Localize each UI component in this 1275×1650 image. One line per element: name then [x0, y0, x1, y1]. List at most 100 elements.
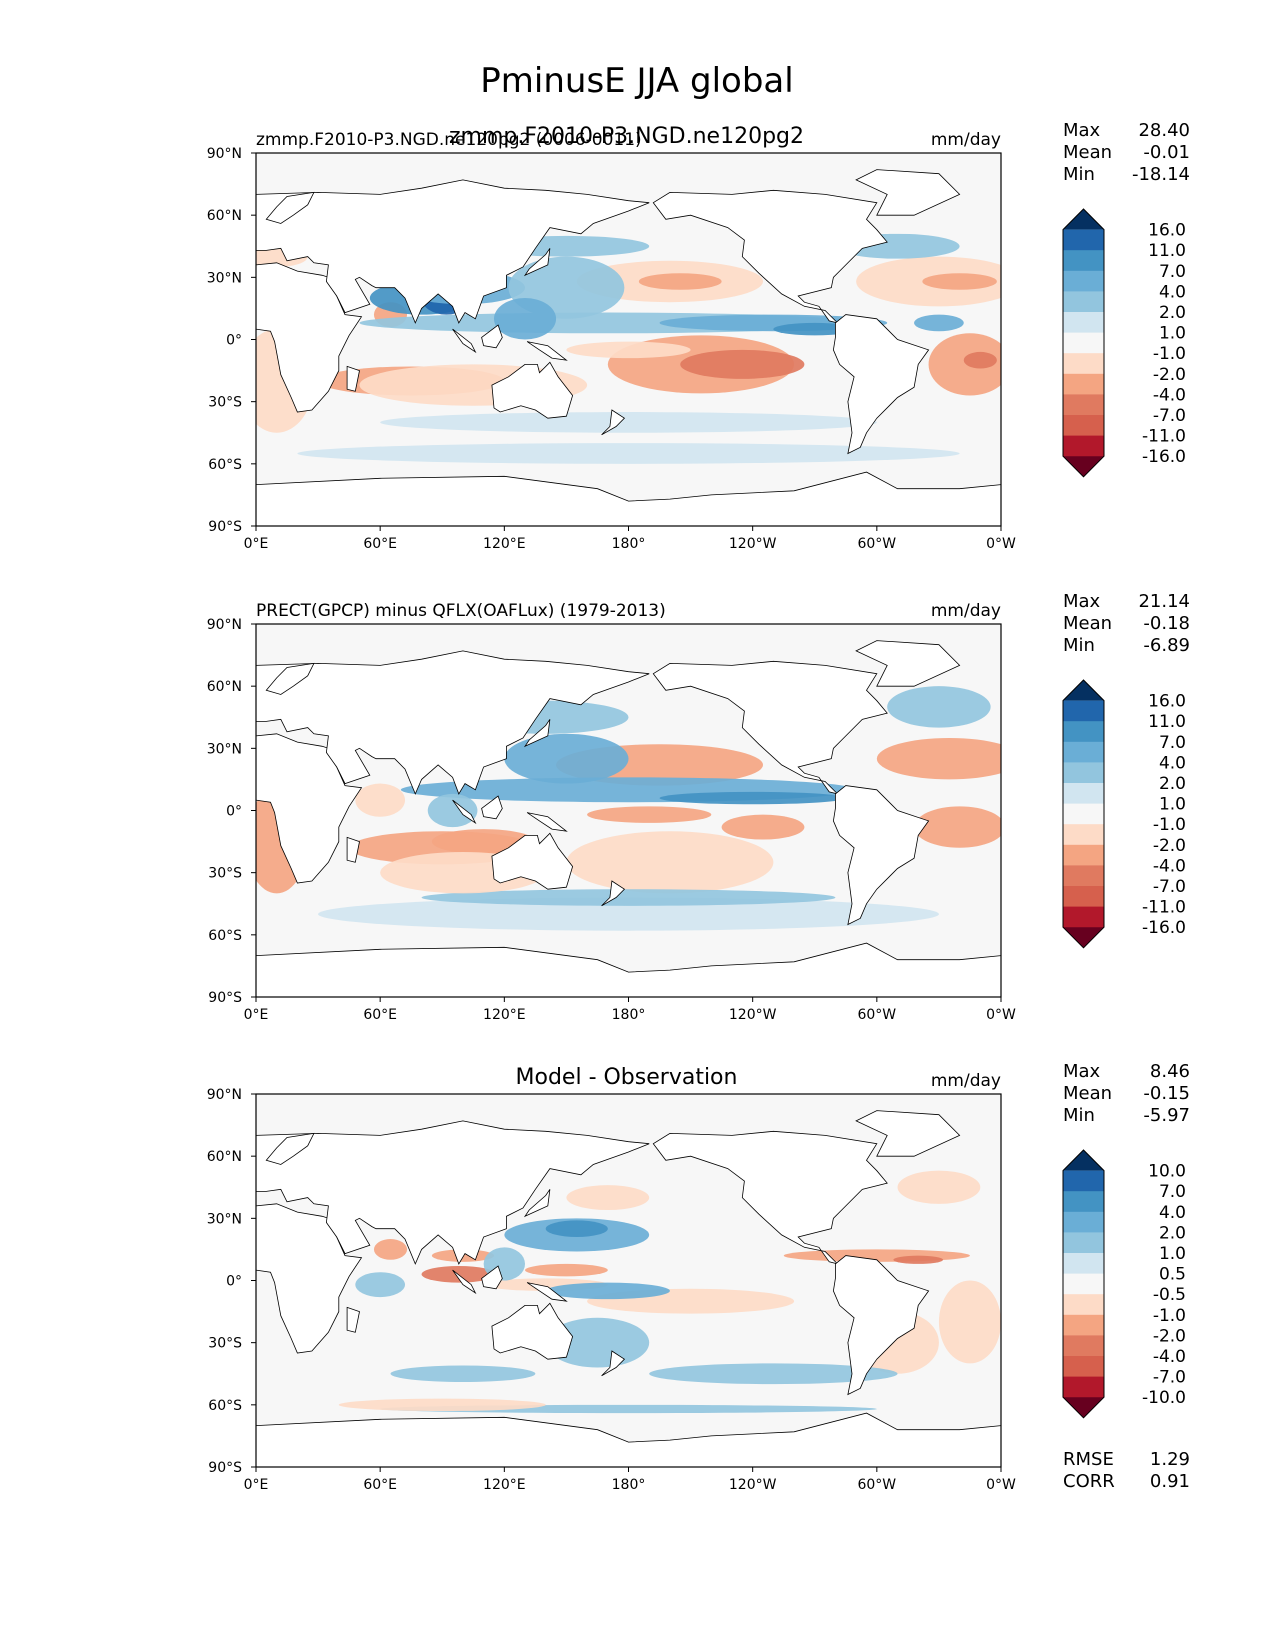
- x-tick-label: 60°E: [363, 1477, 397, 1493]
- colorbar-segment: [1063, 886, 1104, 908]
- stat-value: -18.14: [1132, 164, 1190, 185]
- colorbar-tick-label: 16.0: [1148, 692, 1186, 712]
- y-tick-label: 60°N: [207, 679, 242, 695]
- colorbar-tick-label: -7.0: [1153, 877, 1186, 897]
- colorbar-tick-label: 7.0: [1159, 733, 1186, 753]
- colorbar-segment: [1063, 1232, 1104, 1254]
- y-tick-label: 90°S: [208, 519, 242, 535]
- stat-value: -6.89: [1143, 635, 1190, 656]
- coastline: [491, 361, 574, 419]
- x-tick-label: 120°W: [729, 1477, 777, 1493]
- y-tick-label: 30°N: [207, 270, 242, 286]
- anomaly-region: [914, 314, 964, 332]
- stat-label: Max: [1063, 120, 1101, 141]
- anomaly-region: [876, 737, 1001, 780]
- y-tick-label: 90°N: [207, 617, 242, 633]
- anomaly-region: [922, 273, 997, 290]
- coastline: [832, 785, 930, 926]
- colorbar-tick-label: 1.0: [1159, 1244, 1186, 1264]
- panel-test-title-center: zmmp.F2010-P3.NGD.ne120pg2: [449, 124, 804, 149]
- x-tick-label: 0°W: [986, 1477, 1016, 1493]
- anomaly-region: [649, 1363, 898, 1385]
- y-tick-label: 90°N: [207, 146, 242, 162]
- anomaly-region: [897, 1170, 981, 1204]
- colorbar-extend-top: [1063, 1150, 1104, 1171]
- anomaly-region: [566, 831, 774, 894]
- colorbar-tick-label: -4.0: [1153, 856, 1186, 876]
- stat-label: Max: [1063, 1061, 1101, 1082]
- coastline: [601, 409, 626, 436]
- colorbar-tick-label: 2.0: [1159, 1223, 1186, 1243]
- x-tick-label: 0°W: [986, 536, 1016, 552]
- coastline: [256, 650, 650, 795]
- coastline: [832, 314, 930, 455]
- colorbar-tick-label: -11.0: [1142, 898, 1186, 918]
- colorbar-outline: [1062, 208, 1105, 478]
- anomaly-region: [427, 793, 478, 828]
- panel-reference-title-left: PRECT(GPCP) minus QFLX(OAFLux) (1979-201…: [256, 601, 666, 621]
- y-tick-label: 60°S: [208, 1398, 242, 1414]
- colorbar-segment: [1063, 1376, 1104, 1398]
- colorbar-segment: [1063, 700, 1104, 722]
- colorbar-segment: [1063, 1191, 1104, 1213]
- coastline: [523, 719, 551, 748]
- x-tick-label: 60°E: [363, 536, 397, 552]
- coastline: [855, 1110, 961, 1157]
- colorbar-segment: [1063, 332, 1104, 354]
- anomaly-region: [338, 1398, 546, 1412]
- colorbar-tick-label: -1.0: [1153, 1306, 1186, 1326]
- metric-label: RMSE: [1063, 1449, 1114, 1470]
- x-tick-label: 120°E: [483, 1007, 526, 1023]
- y-tick-label: 30°N: [207, 1211, 242, 1227]
- stat-label: Mean: [1063, 142, 1112, 163]
- coastline: [526, 341, 568, 361]
- y-tick-label: 0°: [226, 1274, 242, 1290]
- colorbar-segment: [1063, 415, 1104, 437]
- coastline: [491, 1302, 574, 1360]
- colorbar-tick-label: 4.0: [1159, 282, 1186, 302]
- panel-test-title-left: zmmp.F2010-P3.NGD.ne120pg2 (0006-0011): [256, 130, 642, 150]
- coastline: [346, 836, 360, 863]
- colorbar-tick-label: 1.0: [1159, 795, 1186, 815]
- colorbar-tick-label: -2.0: [1153, 836, 1186, 856]
- coastline: [481, 1265, 503, 1290]
- colorbar-tick-label: 4.0: [1159, 753, 1186, 773]
- colorbar-tick-label: 1.0: [1159, 324, 1186, 344]
- anomaly-region: [493, 298, 557, 340]
- coastline: [256, 262, 363, 413]
- coastline: [265, 662, 315, 695]
- stat-label: Mean: [1063, 1083, 1112, 1104]
- x-tick-label: 0°E: [244, 1477, 269, 1493]
- coastline: [832, 1255, 930, 1396]
- colorbar-tick-label: 2.0: [1159, 774, 1186, 794]
- x-tick-label: 0°W: [986, 1007, 1016, 1023]
- coastline: [346, 1306, 360, 1333]
- coastline: [526, 1282, 568, 1302]
- colorbar-extend-top: [1063, 209, 1104, 230]
- coastline: [452, 799, 477, 825]
- anomaly-region: [721, 814, 805, 840]
- colorbar-segment: [1063, 312, 1104, 334]
- colorbar-tick-label: -4.0: [1153, 1347, 1186, 1367]
- stat-label: Mean: [1063, 613, 1112, 634]
- panel-test-units: mm/day: [931, 130, 1001, 150]
- colorbar-segment: [1063, 1356, 1104, 1378]
- coastline: [265, 1132, 315, 1165]
- coastline: [256, 942, 1001, 997]
- colorbar-tick-label: 11.0: [1148, 241, 1186, 261]
- panel-reference-units: mm/day: [931, 601, 1001, 621]
- colorbar-tick-label: 11.0: [1148, 712, 1186, 732]
- panel-difference-map: [255, 1093, 1002, 1468]
- x-tick-label: 60°W: [857, 1477, 896, 1493]
- x-tick-label: 60°E: [363, 1007, 397, 1023]
- y-tick-label: 90°S: [208, 1460, 242, 1476]
- panel-difference-title-center: Model - Observation: [516, 1065, 738, 1090]
- coastline: [652, 660, 888, 795]
- anomaly-region: [318, 897, 939, 931]
- y-tick-label: 30°S: [208, 1336, 242, 1352]
- colorbar-segment: [1063, 803, 1104, 825]
- stat-value: -0.01: [1143, 142, 1190, 163]
- x-tick-label: 0°E: [244, 536, 269, 552]
- coastline: [346, 365, 360, 392]
- coastline: [601, 880, 626, 907]
